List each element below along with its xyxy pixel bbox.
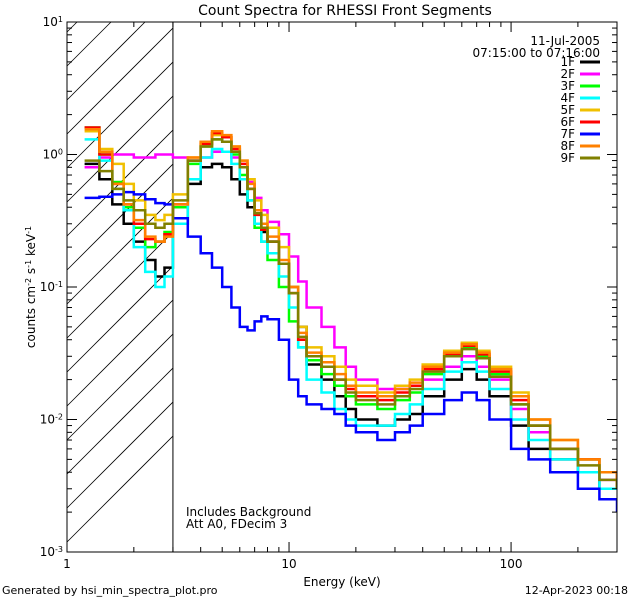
observation-time-range: 07:15:00 to 07:16:00 xyxy=(473,46,600,60)
hatch-line xyxy=(66,367,174,475)
hatch-line xyxy=(66,435,174,543)
legend-label: 2F xyxy=(560,67,575,81)
hatch-line xyxy=(66,333,174,441)
hatch-line xyxy=(66,163,174,271)
hatch-line xyxy=(66,21,112,67)
hatch-line xyxy=(66,401,174,509)
legend-label: 9F xyxy=(560,151,575,165)
y-tick-label: 100 xyxy=(43,147,63,162)
annotation-attenuator: Att A0, FDecim 3 xyxy=(186,517,287,531)
y-tick-label: 10-3 xyxy=(40,545,63,560)
x-tick-label: 10 xyxy=(281,557,296,571)
y-label-exponent: -2 xyxy=(24,278,33,286)
y-label-exponent: -1 xyxy=(24,226,33,234)
x-tick-label: 100 xyxy=(500,557,523,571)
x-tick-label: 1 xyxy=(63,557,71,571)
y-axis-ticks: 101 100 10-1 10-2 10-3 xyxy=(40,15,617,560)
y-label-part: counts cm xyxy=(24,286,38,348)
y-label-part: s xyxy=(24,268,38,278)
y-tick-label: 10-2 xyxy=(40,412,63,427)
footer-generated-by: Generated by hsi_min_spectra_plot.pro xyxy=(2,584,218,597)
y-tick-label: 101 xyxy=(43,15,63,30)
y-label-part: keV xyxy=(24,233,38,260)
y-axis-label: counts cm-2 s-1 keV-1 xyxy=(24,226,39,348)
hatch-line xyxy=(66,95,174,203)
hatch-line xyxy=(66,265,174,373)
legend-label: 5F xyxy=(560,103,575,117)
legend-label: 6F xyxy=(560,115,575,129)
series-7F xyxy=(84,190,617,513)
y-tick-label: 10-1 xyxy=(40,280,63,295)
y-label-exponent: -1 xyxy=(24,260,33,268)
plot-frame xyxy=(66,21,618,553)
observation-date: 11-Jul-2005 xyxy=(530,34,600,48)
annotation-background: Includes Background xyxy=(186,505,311,519)
x-axis-label: Energy (keV) xyxy=(303,575,380,589)
series-4F xyxy=(84,138,617,491)
series-9F xyxy=(84,138,617,489)
series-5F xyxy=(84,129,617,480)
hatch-line xyxy=(66,21,78,33)
legend-label: 4F xyxy=(560,91,575,105)
hatch-line xyxy=(66,21,146,101)
hatch-line xyxy=(66,27,174,135)
legend-label: 7F xyxy=(560,127,575,141)
x-axis-ticks: 1 10 100 xyxy=(63,22,618,571)
hatch-line xyxy=(66,299,174,407)
excluded-energy-region xyxy=(66,21,174,543)
legend-label: 8F xyxy=(560,139,575,153)
spectra-series xyxy=(84,126,617,513)
footer-timestamp: 12-Apr-2023 00:18 xyxy=(525,584,628,597)
legend-label: 1F xyxy=(560,55,575,69)
hatch-line xyxy=(66,231,174,339)
legend-label: 3F xyxy=(560,79,575,93)
chart-title: Count Spectra for RHESSI Front Segments xyxy=(198,3,492,19)
hatch-line xyxy=(66,61,174,169)
